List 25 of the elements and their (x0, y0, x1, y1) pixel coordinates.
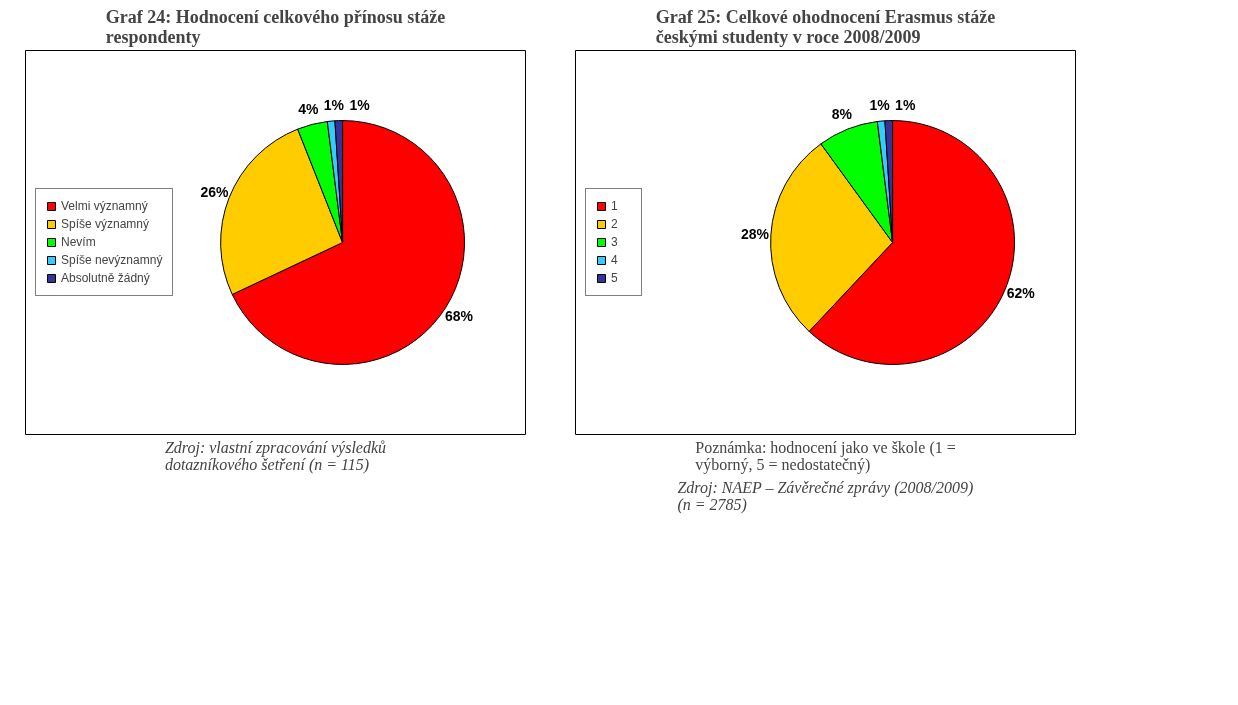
legend-label: 4 (611, 253, 619, 267)
legend-label: Spíše nevýznamný (61, 253, 163, 267)
legend-label: 3 (611, 235, 619, 249)
data-label: 26% (200, 183, 230, 200)
data-label: 28% (741, 225, 770, 242)
data-label: 4% (298, 100, 319, 117)
legend-label: Velmi významný (61, 199, 148, 213)
text: Zdroj: NAEP – Závěrečné zprávy (2008/2009) (n = 2785) (677, 478, 974, 514)
legend-label: 5 (611, 271, 619, 285)
data-label: 1% (895, 96, 916, 113)
chart-title: Graf 24: Hodnocení celkového přínosu stáže respondenty (105, 6, 446, 47)
legend-label: 1 (611, 199, 619, 213)
data-label: 68% (444, 308, 474, 325)
data-label: 1% (349, 96, 371, 113)
legend-label: Spíše významný (61, 217, 150, 231)
data-label: 1% (869, 97, 891, 114)
legend-label: Absolutně žádný (61, 271, 150, 285)
data-label: 62% (1006, 285, 1036, 302)
legend-label: Nevím (61, 235, 96, 249)
data-label: 8% (831, 106, 853, 123)
chart-title: Graf 25: Celkové ohodnocení Erasmus stáže českými studenty v roce 2008/2009 (655, 6, 996, 47)
text: Poznámka: hodnocení jako ve škole (1 = výborný, 5 = nedostatečný) (695, 438, 956, 474)
text: Zdroj: vlastní zpracování výsledků dotazníkového šetření (n = 115) (164, 438, 387, 474)
legend-label: 2 (611, 217, 619, 231)
data-label: 1% (323, 97, 345, 114)
